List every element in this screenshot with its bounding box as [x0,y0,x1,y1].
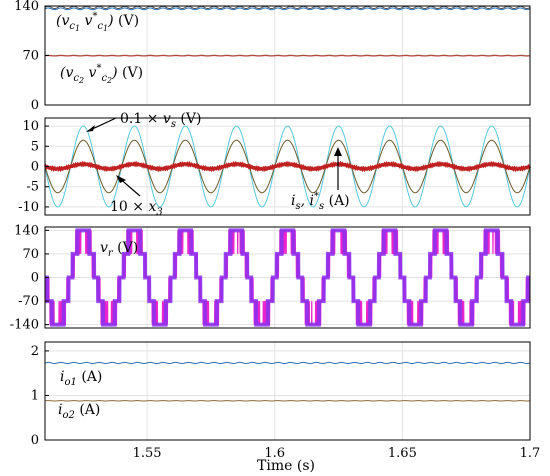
y-tick-label: 140 [14,223,39,238]
y-tick-label: 70 [22,247,39,262]
vc-panel: 0 70 140 [14,0,531,113]
annotation-x3: 10 × x3 [110,199,163,218]
x-tick-label: 1.6 [264,446,285,461]
y-tick-label: -10 [18,200,39,215]
y-tick-label: 140 [14,0,39,14]
x-tick-label: 1.55 [133,446,162,461]
series-line [44,139,531,194]
annotation-vr: vr (V) [100,240,138,259]
annotation-io1: io1 (A) [60,369,102,388]
arrow-x3-head [116,175,126,183]
arrow-is-head [334,147,342,156]
annotation-is: is, i*s (A) [291,191,350,212]
annotations: (vc1 v*c1) (V) (vc2 v*c2) (V) 0.1 × vs (… [56,11,350,421]
y-tick-label: 5 [31,139,39,154]
y-tick-label: 10 [22,119,39,134]
annotation-vc2: (vc2 v*c2) (V) [60,63,143,85]
series-line [44,361,531,364]
annotation-vs: 0.1 × vs (V) [120,111,201,130]
series-line [43,160,532,173]
y-tick-label: 1 [31,388,39,403]
series-line [44,228,531,327]
annotation-vc1: (vc1 v*c1) (V) [56,11,139,33]
x-axis-label: Time (s) [257,458,315,474]
vs-is-panel: -10 -5 0 5 10 [18,117,532,216]
y-tick-label: 0 [31,160,39,175]
y-tick-label: -70 [18,294,39,309]
y-tick-label: -5 [26,180,39,195]
arrow-vs-head [86,125,95,132]
y-tick-label: 0 [31,98,39,113]
annotation-io2: io2 (A) [58,402,100,421]
series-line [44,125,531,208]
y-tick-label: 2 [31,344,39,359]
y-tick-label: -140 [10,318,39,333]
y-tick-label: 0 [31,433,39,448]
y-tick-label: 0 [31,271,39,286]
plot-frame [44,341,531,441]
vr-panel: -140 -70 0 70 140 [10,223,531,333]
io-panel: 0 1 2 1.55 1.6 1.65 1.7 [31,341,541,461]
series-line [44,7,531,11]
y-tick-label: 70 [22,49,39,64]
x-tick-label: 1.7 [520,446,541,461]
x-tick-label: 1.65 [388,446,417,461]
